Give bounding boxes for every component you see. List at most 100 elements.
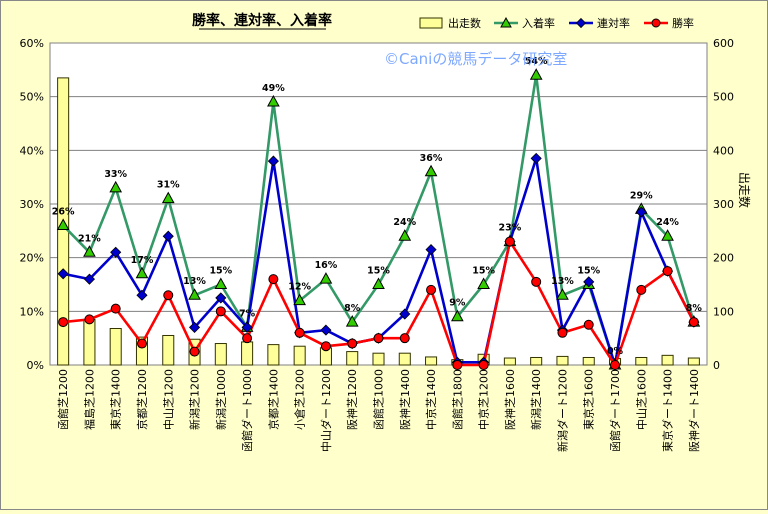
bar-出走数 (530, 356, 543, 366)
left-tick-label: 0% (27, 359, 44, 372)
category-label: 東京芝1600 (582, 369, 596, 430)
marker-入着率 (293, 293, 307, 306)
marker-勝率 (136, 338, 147, 349)
marker-入着率 (661, 229, 674, 241)
data-label: 7% (239, 308, 256, 319)
legend-label-入着率: 入着率 (522, 16, 555, 30)
bar-出走数 (503, 357, 516, 366)
category-label: 中京芝1400 (424, 369, 438, 430)
right-axis-title: 出走数 (737, 172, 752, 208)
bar-出走数 (687, 357, 700, 366)
category-label: 函館芝1800 (450, 369, 464, 430)
legend-label-出走数: 出走数 (448, 16, 481, 30)
data-label: 29% (630, 190, 653, 201)
marker-連対率 (136, 289, 148, 301)
left-tick-label: 20% (20, 252, 44, 265)
marker-連対率 (267, 155, 279, 167)
bar-出走数 (556, 355, 569, 366)
legend-swatch-出走数 (419, 17, 443, 29)
watermark: ©Caniの競馬データ研究室 (384, 50, 567, 68)
bar-出走数 (214, 343, 227, 366)
marker-勝率 (531, 276, 542, 287)
category-label: 阪神芝1400 (398, 369, 412, 430)
chart-title: 勝率、連対率、入着率 (192, 12, 332, 29)
marker-連対率 (635, 206, 647, 218)
right-tick-label: 300 (713, 198, 734, 211)
category-label: 新潟芝1000 (214, 369, 228, 430)
category-label: 中京芝1200 (477, 369, 491, 430)
right-tick-label: 0 (713, 359, 720, 372)
data-label: 23% (499, 223, 522, 234)
marker-入着率 (372, 277, 385, 289)
category-label: 福島芝1200 (82, 369, 96, 430)
bar-出走数 (661, 354, 674, 366)
marker-勝率 (58, 317, 69, 328)
marker-入着率 (345, 315, 359, 327)
category-label: 京都芝1400 (266, 369, 280, 430)
marker-入着率 (398, 229, 412, 241)
bar-出走数 (582, 356, 595, 366)
marker-連対率 (583, 276, 595, 288)
legend-marker-勝率 (651, 18, 661, 28)
bar-出走数 (425, 356, 438, 366)
bar-出走数 (162, 334, 175, 366)
marker-入着率 (214, 277, 228, 289)
marker-勝率 (189, 346, 200, 357)
category-label: 新潟芝1400 (529, 369, 543, 430)
data-label: 8% (686, 303, 703, 314)
marker-勝率 (163, 290, 174, 301)
marker-入着率 (450, 309, 464, 322)
marker-連対率 (83, 273, 95, 285)
data-label: 15% (472, 266, 495, 277)
marker-勝率 (557, 327, 568, 338)
data-label: 36% (420, 153, 443, 164)
marker-勝率 (242, 333, 253, 344)
data-label: 24% (393, 217, 416, 228)
left-tick-label: 60% (20, 37, 44, 50)
category-label: 阪神ダート1400 (687, 369, 701, 452)
marker-連対率 (399, 308, 411, 320)
category-label: 新潟芝1200 (188, 369, 202, 430)
right-tick-label: 600 (713, 37, 734, 50)
data-label: 15% (367, 266, 390, 277)
bar-出走数 (372, 352, 385, 366)
marker-連対率 (425, 244, 437, 256)
marker-勝率 (347, 338, 358, 349)
marker-連対率 (320, 324, 332, 336)
marker-勝率 (478, 360, 489, 370)
marker-勝率 (84, 314, 95, 325)
marker-入着率 (161, 191, 175, 204)
bar-出走数 (83, 318, 96, 366)
bar-出走数 (241, 341, 254, 366)
category-label: 京都芝1200 (135, 369, 149, 430)
marker-入着率 (424, 164, 438, 177)
legend-label-連対率: 連対率 (597, 16, 630, 30)
bar-出走数 (267, 344, 280, 366)
bar-出走数 (346, 351, 359, 366)
marker-勝率 (426, 284, 437, 295)
legend-marker-連対率 (575, 17, 587, 29)
left-tick-label: 30% (20, 198, 44, 211)
marker-勝率 (110, 303, 121, 314)
marker-勝率 (373, 333, 384, 344)
marker-勝率 (688, 317, 699, 328)
marker-入着率 (267, 94, 280, 107)
marker-連対率 (188, 321, 201, 333)
data-label: 0% (607, 346, 624, 357)
marker-入着率 (188, 288, 201, 300)
category-label: 小倉芝1200 (293, 369, 307, 430)
right-tick-label: 200 (713, 252, 734, 265)
category-label: 新潟ダート1200 (555, 369, 569, 452)
right-tick-label: 100 (713, 305, 734, 318)
marker-入着率 (56, 218, 70, 230)
bar-出走数 (293, 345, 306, 366)
legend: 出走数 入着率 連対率 勝率 (419, 16, 694, 30)
category-label: 阪神芝1600 (503, 369, 517, 430)
data-label: 13% (183, 276, 206, 287)
category-label: 函館ダート1700 (608, 369, 622, 452)
marker-入着率 (477, 277, 490, 289)
category-label: 函館ダート1000 (240, 369, 254, 452)
data-label: 12% (288, 282, 311, 293)
marker-連対率 (530, 152, 542, 164)
